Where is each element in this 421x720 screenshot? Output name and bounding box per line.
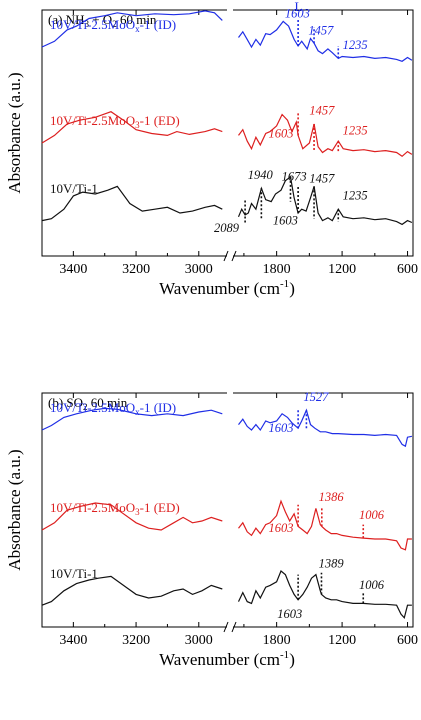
x-tick-label: 3200 — [122, 633, 150, 648]
peak-label: 1006 — [359, 508, 385, 522]
y-axis-label: Absorbance (a.u.) — [5, 72, 24, 193]
panel-a: 3400 3200 3000 1800 1200 600 Wavenumber (cm-1)… — [5, 0, 418, 298]
series-legend-label: 10V/Ti-1 — [50, 566, 98, 581]
series-line-left — [41, 111, 223, 144]
peak-label: 1527 — [303, 390, 329, 404]
x-tick-label: 1200 — [328, 633, 356, 648]
peak-label: 2089 — [214, 221, 240, 235]
peak-label: 1603 — [285, 7, 310, 21]
series-line-left — [41, 502, 223, 531]
peak-label: 1457 — [308, 24, 334, 38]
x-axis-label: Wavenumber (cm-1) — [159, 649, 295, 669]
axis-break-mark — [223, 250, 229, 262]
x-tick-label: 1800 — [263, 262, 291, 277]
series-legend-label: 10V/Ti-2.5MoO3-1 (ED) — [50, 500, 180, 517]
axis-break-mark — [223, 621, 229, 633]
axis-break-mark — [231, 250, 237, 262]
series-line-right — [238, 113, 413, 158]
x-tick-label: 3200 — [122, 262, 150, 277]
series-line-left — [41, 575, 223, 606]
axis-break-top — [227, 8, 233, 12]
peak-label: 1235 — [343, 123, 368, 137]
series-line-left — [41, 10, 223, 48]
peak-label: 1603 — [273, 213, 298, 227]
series-legend-label: 10V/Ti-1 — [50, 181, 98, 196]
series-legend-label: 10V/Ti-2.5MoOx-1 (ID) — [50, 400, 176, 417]
series-legend-label: 10V/Ti-2.5MoOx-1 (ID) — [50, 17, 176, 34]
x-tick-label: 3400 — [59, 262, 87, 277]
peak-label: 1673 — [282, 170, 307, 184]
axis-break-top — [227, 391, 233, 395]
x-tick-label: 600 — [397, 633, 418, 648]
peak-label: 1603 — [269, 126, 294, 140]
series-line-right — [238, 20, 413, 62]
peak-label: 1386 — [319, 490, 345, 504]
y-axis-label: Absorbance (a.u.) — [5, 449, 24, 570]
peak-label: L — [294, 0, 302, 14]
peak-label: 1006 — [359, 578, 385, 592]
x-tick-label: 3000 — [185, 262, 213, 277]
peak-label: 1235 — [343, 189, 368, 203]
x-tick-label: 3400 — [59, 633, 87, 648]
panel-title: (b) SO2 60 min — [48, 395, 128, 412]
panel-title: (a) NH3 + O2 60 min — [48, 12, 157, 29]
series-line-left — [41, 407, 223, 431]
x-tick-label: 600 — [397, 262, 418, 277]
peak-label: 1457 — [309, 104, 335, 118]
peak-label: 1457 — [309, 172, 335, 186]
x-axis-label: Wavenumber (cm-1) — [159, 278, 295, 298]
peak-label: 1940 — [248, 168, 274, 182]
peak-label: 1235 — [343, 38, 368, 52]
series-line-right — [237, 175, 413, 226]
x-tick-label: 1800 — [263, 633, 291, 648]
series-line-left — [41, 185, 223, 222]
axis-break-bottom — [227, 625, 233, 629]
peak-label: 1603 — [277, 607, 302, 621]
series-legend-label: 10V/Ti-2.5MoO3-1 (ED) — [50, 113, 180, 130]
axis-break-bottom — [227, 254, 233, 258]
peak-label: 1603 — [269, 521, 294, 535]
x-tick-label: 3000 — [185, 633, 213, 648]
peak-label: 1603 — [269, 421, 294, 435]
peak-label: 1389 — [319, 556, 345, 570]
series-line-right — [238, 499, 412, 551]
series-line-right — [238, 408, 413, 448]
axis-break-mark — [231, 621, 237, 633]
series-line-right — [237, 570, 412, 620]
panel-b: 3400 3200 3000 1800 1200 600 Wavenumber (cm-1)… — [5, 390, 418, 669]
x-tick-label: 1200 — [328, 262, 356, 277]
